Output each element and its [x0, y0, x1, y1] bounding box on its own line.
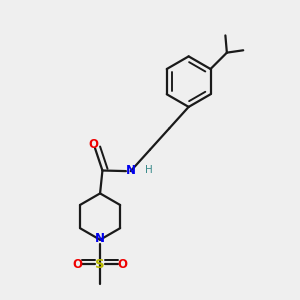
Text: H: H [145, 165, 153, 175]
Text: N: N [126, 164, 136, 177]
Text: O: O [118, 258, 128, 271]
Text: S: S [95, 258, 105, 271]
Text: O: O [88, 138, 98, 151]
Text: N: N [95, 232, 105, 245]
Text: O: O [73, 258, 82, 271]
